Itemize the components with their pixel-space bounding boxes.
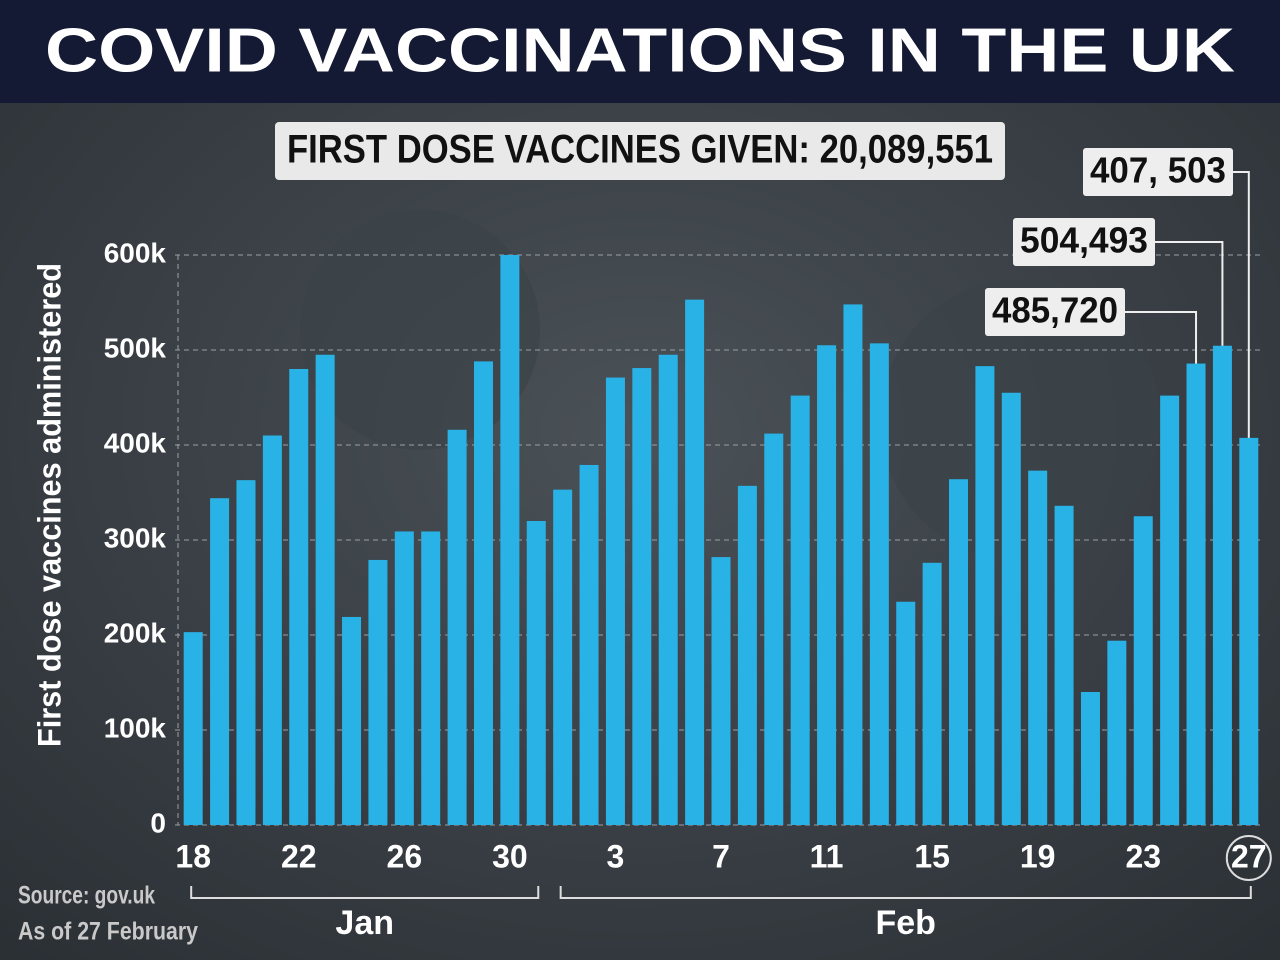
month-label: Feb <box>876 904 936 942</box>
x-tick-label: 18 <box>175 838 211 874</box>
bar <box>526 521 546 825</box>
y-tick-label: 100k <box>104 712 167 743</box>
bar <box>711 557 731 825</box>
bar <box>685 299 705 825</box>
bar <box>368 559 388 825</box>
month-bracket <box>559 886 1252 899</box>
source: Source: gov.uk <box>18 882 155 910</box>
bar <box>1160 395 1180 825</box>
bar <box>315 354 335 825</box>
x-tick-label: 26 <box>387 838 423 874</box>
bar <box>764 433 784 825</box>
x-tick-label: 7 <box>712 838 730 874</box>
bar <box>553 489 573 825</box>
callout-box <box>1083 148 1233 196</box>
bar <box>421 531 441 825</box>
title-bar <box>0 0 1280 103</box>
note: As of 27 February <box>18 918 198 946</box>
value-label: 485,720 <box>992 290 1118 331</box>
bar <box>1001 392 1021 825</box>
callout-line <box>1125 311 1198 364</box>
y-tick-label: 400k <box>104 427 167 458</box>
subtitle-box <box>275 122 1005 180</box>
bar <box>632 368 652 825</box>
bar <box>236 480 256 825</box>
bar <box>896 601 916 825</box>
bar <box>579 464 599 825</box>
bar <box>843 304 863 825</box>
x-tick-label: 11 <box>810 838 844 874</box>
y-tick-label: 600k <box>104 237 167 268</box>
callout-box <box>1013 218 1155 266</box>
bar <box>605 377 625 825</box>
bar <box>1133 516 1153 825</box>
bar <box>1028 470 1048 825</box>
bar <box>289 369 309 825</box>
chart-title: COVID VACCINATIONS IN THE UK <box>45 16 1235 85</box>
month-label: Jan <box>335 904 394 942</box>
bar <box>1186 363 1206 825</box>
bar <box>737 485 757 825</box>
callout-box <box>985 288 1125 336</box>
x-tick-label: 27 <box>1231 838 1267 874</box>
x-tick-label: 15 <box>914 838 950 874</box>
value-label: 504,493 <box>1020 220 1148 261</box>
bar <box>473 361 493 825</box>
x-tick-label: 23 <box>1125 838 1161 874</box>
y-tick-label: 200k <box>104 617 167 648</box>
bar <box>975 366 995 825</box>
x-tick-label: 19 <box>1020 838 1056 874</box>
bar <box>1212 345 1232 825</box>
bar <box>447 429 467 825</box>
x-tick-label: 30 <box>492 838 528 874</box>
y-tick-label: 500k <box>104 332 167 363</box>
x-tick-label: 3 <box>607 838 625 874</box>
y-axis-title: First dose vaccines administered <box>31 263 67 747</box>
bar <box>262 435 282 825</box>
bar <box>922 562 942 825</box>
bar <box>500 255 520 825</box>
subtitle: FIRST DOSE VACCINES GIVEN: 20,089,551 <box>287 128 993 172</box>
x-tick-label: 22 <box>281 838 317 874</box>
value-label: 407, 503 <box>1090 150 1226 191</box>
bar <box>1080 692 1100 825</box>
bar <box>790 395 810 825</box>
bar <box>394 531 414 825</box>
tick-highlight <box>1225 835 1272 881</box>
bar <box>869 343 889 825</box>
bar <box>1239 437 1259 825</box>
bar <box>817 345 837 825</box>
bar <box>949 479 969 825</box>
bar <box>342 616 362 825</box>
month-bracket <box>190 886 540 899</box>
callout-line <box>1155 241 1224 346</box>
bar <box>1107 640 1127 825</box>
y-tick-label: 300k <box>104 522 167 553</box>
bar <box>210 498 230 825</box>
bar <box>658 354 678 825</box>
bar <box>183 632 203 825</box>
callout-line <box>1233 171 1250 438</box>
bar <box>1054 505 1074 825</box>
y-tick-label: 0 <box>150 807 166 838</box>
